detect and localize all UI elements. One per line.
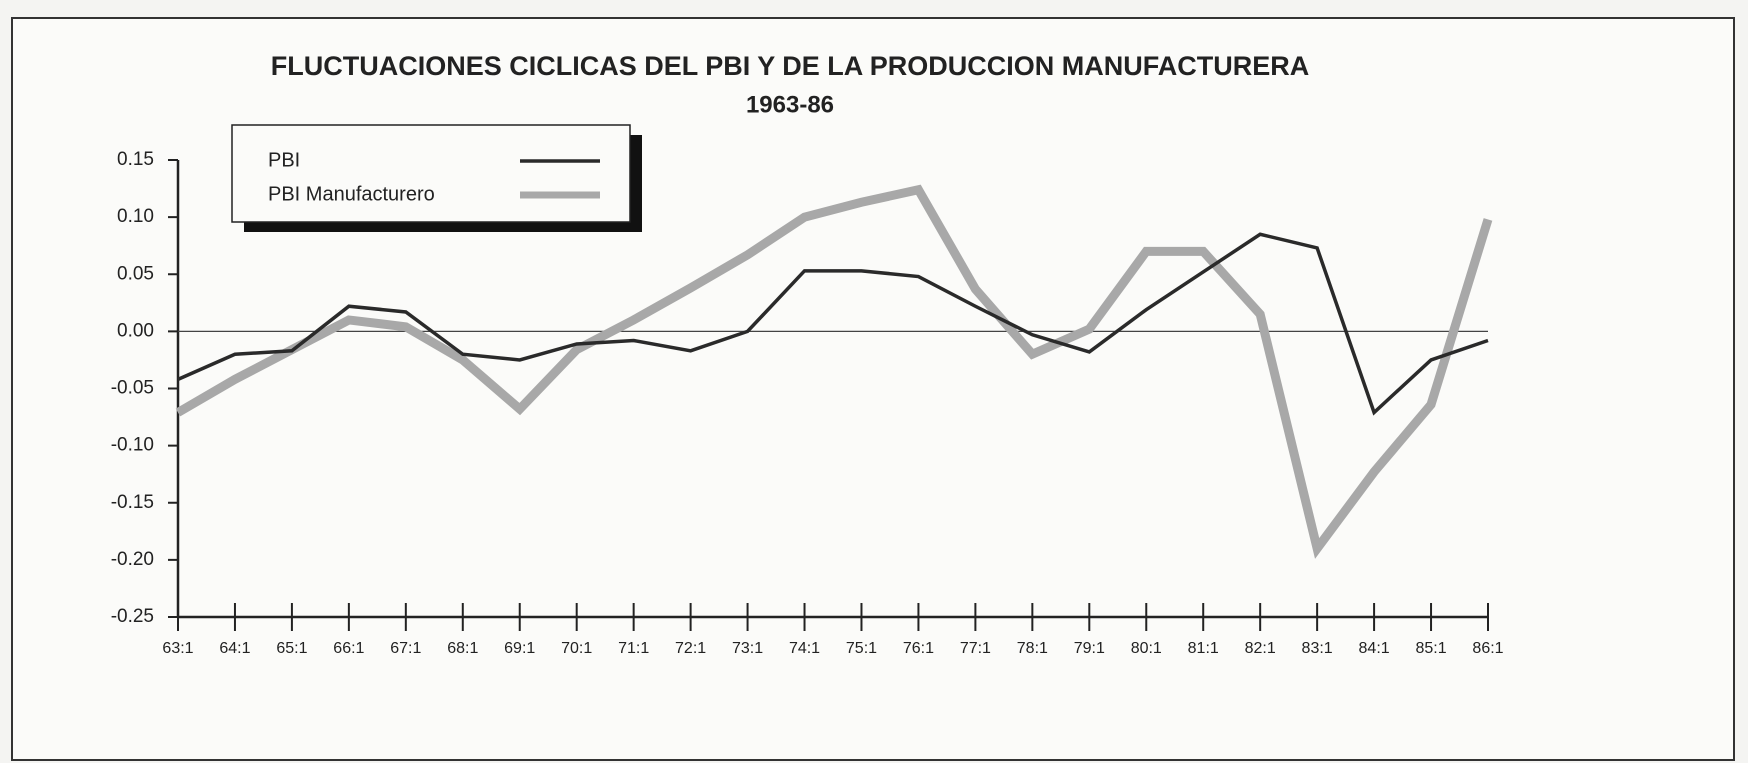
x-tick-label: 86:1	[1472, 640, 1503, 657]
x-tick-label: 83:1	[1302, 640, 1333, 657]
y-tick-label: -0.25	[111, 606, 154, 627]
y-tick-label: 0.05	[117, 263, 154, 284]
legend-label: PBI	[268, 149, 300, 171]
x-tick-label: 64:1	[219, 640, 250, 657]
x-tick-label: 76:1	[903, 640, 934, 657]
x-tick-label: 82:1	[1245, 640, 1276, 657]
chart-subtitle: 1963-86	[746, 91, 834, 118]
x-tick-label: 78:1	[1017, 640, 1048, 657]
x-tick-label: 74:1	[789, 640, 820, 657]
x-tick-label: 79:1	[1074, 640, 1105, 657]
y-tick-label: -0.05	[111, 378, 154, 399]
x-tick-label: 85:1	[1415, 640, 1446, 657]
y-tick-label: -0.20	[111, 549, 154, 570]
y-tick-label: -0.15	[111, 492, 154, 513]
x-tick-label: 65:1	[276, 640, 307, 657]
series-line	[175, 184, 1493, 559]
x-tick-label: 81:1	[1188, 640, 1219, 657]
x-tick-label: 72:1	[675, 640, 706, 657]
x-tick-label: 63:1	[162, 640, 193, 657]
x-tick-label: 67:1	[390, 640, 421, 657]
x-tick-label: 73:1	[732, 640, 763, 657]
y-tick-label: 0.15	[117, 149, 154, 170]
x-tick-label: 66:1	[333, 640, 364, 657]
x-tick-label: 68:1	[447, 640, 478, 657]
x-tick-label: 75:1	[846, 640, 877, 657]
x-tick-label: 71:1	[618, 640, 649, 657]
x-tick-label: 70:1	[561, 640, 592, 657]
y-tick-label: 0.00	[117, 320, 154, 341]
y-tick-label: 0.10	[117, 206, 154, 227]
chart-title: FLUCTUACIONES CICLICAS DEL PBI Y DE LA P…	[271, 51, 1310, 81]
x-tick-label: 80:1	[1131, 640, 1162, 657]
legend-box	[231, 124, 631, 223]
x-tick-label: 84:1	[1359, 640, 1390, 657]
x-tick-label: 77:1	[960, 640, 991, 657]
x-tick-label: 69:1	[504, 640, 535, 657]
y-tick-label: -0.10	[111, 435, 154, 456]
legend-label: PBI Manufacturero	[268, 183, 435, 205]
series-line	[177, 232, 1489, 416]
